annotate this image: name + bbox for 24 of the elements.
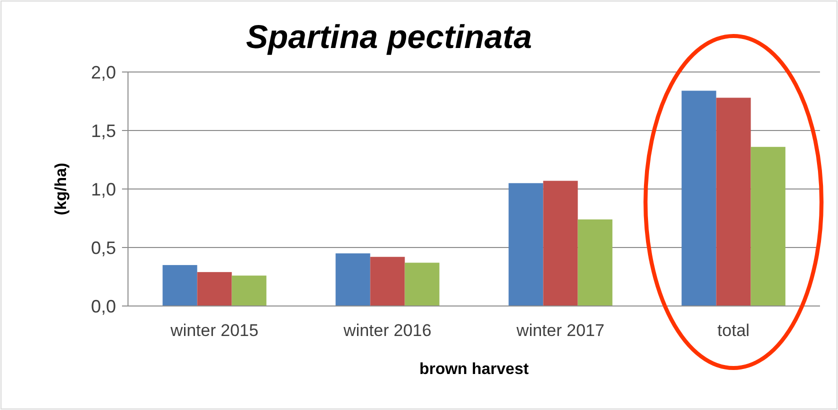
bar	[232, 276, 266, 306]
x-tick-label: winter 2016	[342, 321, 432, 340]
bar	[336, 253, 370, 306]
bar	[578, 219, 612, 306]
y-tick-label: 1,0	[90, 179, 116, 200]
x-tick-label: total	[717, 321, 750, 340]
bar	[508, 183, 544, 306]
bar	[404, 262, 440, 306]
x-axis-title: brown harvest	[419, 361, 530, 378]
y-axis-title: (kg/ha)	[53, 162, 70, 216]
chart-title: Spartina pectinata	[246, 18, 532, 55]
bar	[682, 90, 716, 306]
y-tick-label: 0,5	[90, 238, 116, 258]
x-tick-label: winter 2017	[516, 321, 604, 340]
x-tick-label: winter 2015	[170, 321, 258, 340]
bar	[750, 146, 786, 306]
bar	[370, 256, 405, 306]
y-tick-label: 0,0	[90, 296, 116, 316]
y-tick-label: 2,0	[90, 62, 116, 82]
bar	[543, 180, 578, 306]
bar	[716, 98, 751, 306]
y-tick-label: 1,5	[90, 120, 116, 141]
bar	[197, 272, 232, 306]
bar	[162, 265, 198, 306]
